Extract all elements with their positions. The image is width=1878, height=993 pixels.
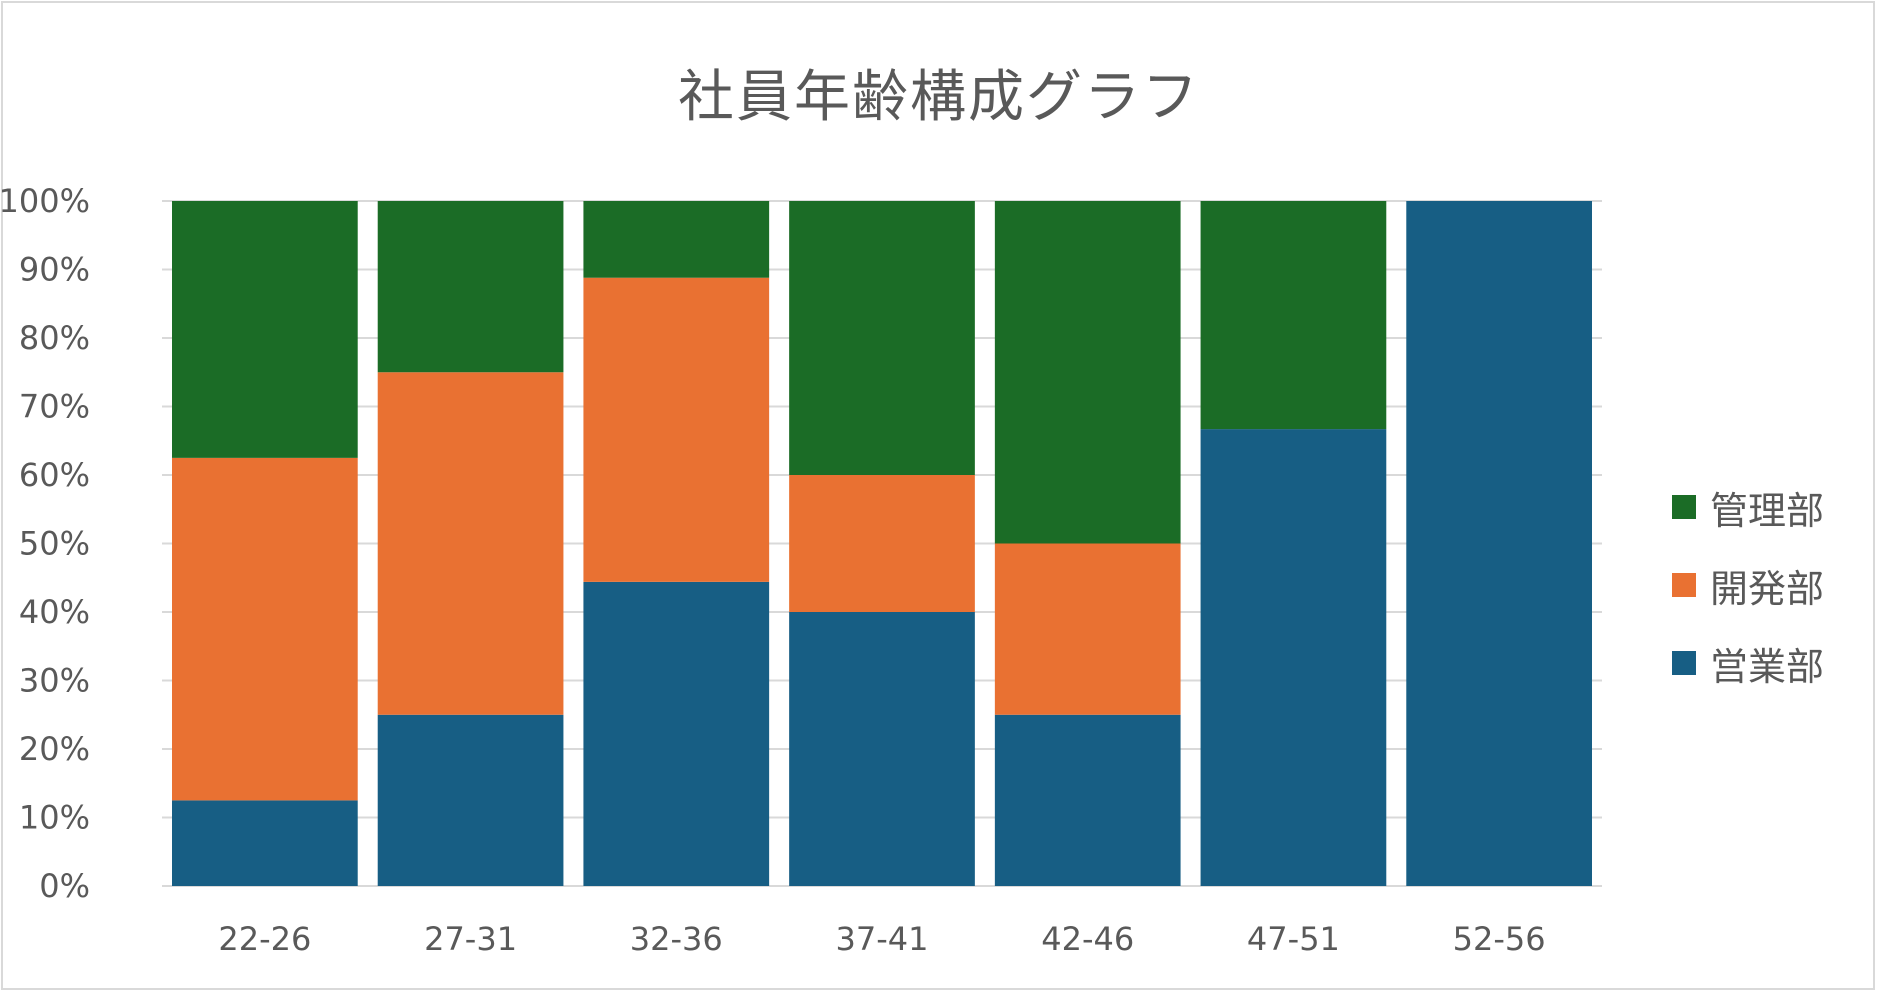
y-tick-label: 50% — [19, 525, 90, 563]
bar-segment — [994, 543, 1181, 715]
bar-segment — [172, 800, 358, 886]
y-tick-label: 90% — [19, 251, 90, 289]
legend-item-admin: 管理部 — [1672, 468, 1824, 546]
legend: 管理部 開発部 営業部 — [1672, 468, 1824, 702]
bar-segment — [789, 201, 975, 475]
y-tick-label: 20% — [19, 730, 90, 768]
legend-label: 管理部 — [1710, 488, 1825, 533]
y-tick-label: 0% — [39, 867, 90, 905]
bar-segment — [172, 457, 358, 801]
y-tick-label: 10% — [19, 799, 90, 837]
x-tick-label: 42-46 — [1041, 920, 1134, 958]
x-tick-label: 52-56 — [1453, 920, 1546, 958]
bar-segment — [583, 277, 770, 582]
legend-swatch — [1672, 651, 1696, 675]
bar-segment — [172, 201, 358, 458]
x-tick-label: 47-51 — [1247, 920, 1340, 958]
y-tick-label: 30% — [19, 662, 90, 700]
bar-segment — [583, 201, 770, 278]
y-tick-label: 80% — [19, 319, 90, 357]
x-tick-label: 22-26 — [218, 920, 311, 958]
chart-title: 社員年齢構成グラフ — [678, 65, 1200, 130]
legend-label: 営業部 — [1710, 644, 1825, 689]
bar-segment — [994, 714, 1181, 886]
legend-swatch — [1672, 573, 1696, 597]
x-axis-ticks: 22-26 27-31 32-36 37-41 42-46 47-51 52-56 — [218, 920, 1545, 958]
bar-segment — [377, 201, 564, 373]
x-tick-label: 37-41 — [836, 920, 929, 958]
y-axis-ticks: 0% 10% 20% 30% 40% 50% 60% 70% 80% 90% 100% — [0, 182, 90, 905]
bar-segment — [377, 714, 564, 886]
bar-segment — [1406, 201, 1592, 886]
bar-segment — [994, 201, 1181, 544]
y-tick-label: 60% — [19, 456, 90, 494]
bar-segment — [1200, 429, 1387, 886]
bar-segment — [1200, 201, 1387, 430]
y-tick-label: 40% — [19, 593, 90, 631]
legend-swatch — [1672, 495, 1696, 519]
legend-item-sales: 営業部 — [1672, 624, 1824, 702]
bars — [172, 201, 1592, 886]
bar-segment — [789, 612, 975, 886]
x-tick-label: 27-31 — [424, 920, 517, 958]
legend-label: 開発部 — [1710, 566, 1825, 611]
y-tick-label: 70% — [19, 388, 90, 426]
x-tick-label: 32-36 — [630, 920, 723, 958]
bar-segment — [377, 372, 564, 715]
legend-item-dev: 開発部 — [1672, 546, 1824, 624]
bar-segment — [789, 475, 975, 612]
y-tick-label: 100% — [0, 182, 90, 220]
bar-segment — [583, 581, 770, 886]
